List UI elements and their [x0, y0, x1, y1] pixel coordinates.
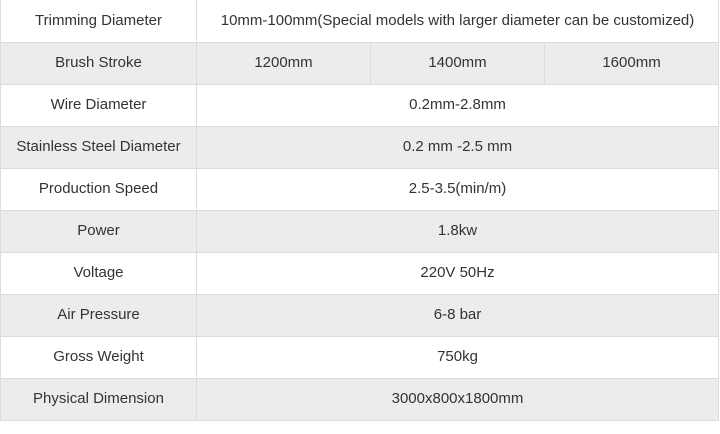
spec-value-trimming-diameter: 10mm-100mm(Special models with larger di… — [195, 0, 720, 43]
table-row: Gross Weight 750kg — [0, 335, 720, 379]
spec-label-trimming-diameter: Trimming Diameter — [0, 0, 197, 43]
table-row: Stainless Steel Diameter 0.2 mm -2.5 mm — [0, 125, 720, 169]
spec-label-air-pressure: Air Pressure — [0, 293, 197, 337]
spec-value-physical-dimension: 3000x800x1800mm — [195, 377, 720, 421]
spec-value-gross-weight: 750kg — [195, 335, 720, 379]
table-row: Production Speed 2.5-3.5(min/m) — [0, 167, 720, 211]
spec-label-brush-stroke: Brush Stroke — [0, 41, 197, 85]
spec-value-brush-stroke-1: 1200mm — [196, 41, 371, 85]
spec-value-voltage: 220V 50Hz — [195, 251, 720, 295]
table-row: Air Pressure 6-8 bar — [0, 293, 720, 337]
spec-label-power: Power — [0, 209, 197, 253]
spec-label-voltage: Voltage — [0, 251, 197, 295]
spec-value-production-speed: 2.5-3.5(min/m) — [195, 167, 720, 211]
spec-value-brush-stroke-3: 1600mm — [543, 41, 720, 85]
table-row: Physical Dimension 3000x800x1800mm — [0, 377, 720, 421]
table-row: Voltage 220V 50Hz — [0, 251, 720, 295]
spec-label-wire-diameter: Wire Diameter — [0, 83, 197, 127]
spec-value-power: 1.8kw — [195, 209, 720, 253]
spec-table: Trimming Diameter 10mm-100mm(Special mod… — [0, 0, 720, 421]
table-row: Trimming Diameter 10mm-100mm(Special mod… — [0, 0, 720, 43]
spec-value-brush-stroke-2: 1400mm — [370, 41, 545, 85]
spec-value-wire-diameter: 0.2mm-2.8mm — [195, 83, 720, 127]
spec-label-physical-dimension: Physical Dimension — [0, 377, 197, 421]
table-row: Brush Stroke 1200mm 1400mm 1600mm — [0, 41, 720, 85]
spec-label-gross-weight: Gross Weight — [0, 335, 197, 379]
spec-label-production-speed: Production Speed — [0, 167, 197, 211]
spec-label-stainless-steel-diameter: Stainless Steel Diameter — [0, 125, 197, 169]
spec-value-stainless-steel-diameter: 0.2 mm -2.5 mm — [195, 125, 720, 169]
table-row: Wire Diameter 0.2mm-2.8mm — [0, 83, 720, 127]
spec-value-air-pressure: 6-8 bar — [195, 293, 720, 337]
table-row: Power 1.8kw — [0, 209, 720, 253]
